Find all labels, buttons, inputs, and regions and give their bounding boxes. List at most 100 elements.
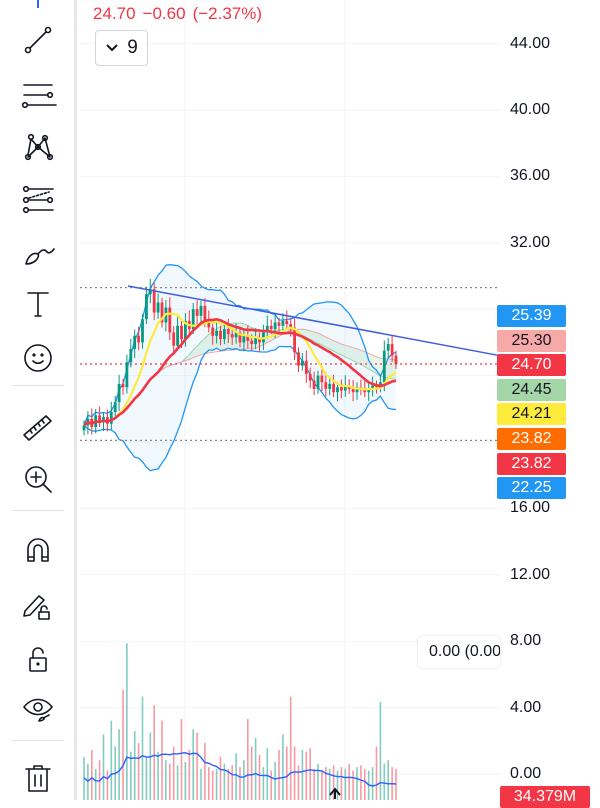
candle-body bbox=[308, 373, 312, 381]
parallel-channel-icon bbox=[21, 84, 57, 109]
tool-trash[interactable] bbox=[18, 758, 58, 798]
volume-bar bbox=[126, 643, 128, 800]
candle-body bbox=[109, 412, 113, 424]
volume-bar bbox=[200, 768, 202, 800]
price-chart[interactable] bbox=[80, 0, 600, 800]
volume-bar bbox=[137, 743, 140, 800]
candle-body bbox=[180, 325, 183, 340]
volume-bar bbox=[122, 689, 124, 800]
candle-body bbox=[117, 383, 121, 403]
candle-body bbox=[191, 309, 195, 330]
price-tick: 16.00 bbox=[510, 499, 551, 517]
tool-trend-line[interactable] bbox=[18, 20, 58, 60]
candle-body bbox=[215, 330, 218, 336]
candle-body bbox=[211, 327, 215, 336]
drawing-toolbar bbox=[0, 0, 77, 800]
candle-body bbox=[285, 320, 289, 325]
candle-body bbox=[289, 324, 293, 328]
legend-change-pct: (−2.37%) bbox=[192, 4, 263, 23]
volume-bar bbox=[130, 751, 132, 800]
volume-bar bbox=[305, 751, 308, 800]
volume-bar bbox=[348, 763, 350, 800]
volume-bar bbox=[278, 749, 280, 800]
chart-area[interactable] bbox=[80, 0, 600, 800]
tool-xabcd-pattern[interactable] bbox=[18, 127, 58, 167]
toolbar-divider bbox=[12, 740, 64, 741]
volume-bar bbox=[145, 756, 148, 800]
indicator-value-popup: 0.00 (0.00%) bbox=[418, 636, 500, 668]
ma-fast-line bbox=[83, 312, 397, 427]
candle-body bbox=[371, 385, 374, 389]
volume-value: 34.379M bbox=[513, 788, 577, 805]
candle-body bbox=[265, 325, 269, 333]
price-label: 23.82 bbox=[497, 452, 566, 475]
tool-parallel-channel[interactable] bbox=[18, 75, 58, 115]
volume-bar bbox=[188, 749, 191, 800]
volume-bar bbox=[243, 760, 245, 800]
cursor-icon bbox=[329, 787, 341, 799]
candle-body bbox=[172, 332, 176, 346]
candle-body bbox=[390, 344, 394, 356]
volume-bar bbox=[289, 696, 292, 800]
price-tick: 4.00 bbox=[510, 698, 542, 716]
candle-body bbox=[148, 289, 152, 295]
tool-lock[interactable] bbox=[18, 638, 58, 678]
indicators-collapse-button[interactable]: 9 bbox=[95, 30, 148, 66]
volume-bar bbox=[184, 761, 187, 800]
legend-price: 24.70 bbox=[93, 4, 136, 23]
candle-body bbox=[250, 340, 254, 345]
volume-bar bbox=[297, 765, 300, 800]
volume-bar bbox=[247, 718, 249, 800]
volume-bar bbox=[223, 763, 226, 800]
candle-body bbox=[258, 337, 261, 343]
candle-body bbox=[269, 325, 273, 330]
volume-bar bbox=[344, 768, 347, 800]
volume-bar bbox=[352, 770, 354, 800]
candle-body bbox=[367, 388, 371, 393]
indicator-count: 9 bbox=[127, 37, 138, 58]
tool-ruler[interactable] bbox=[18, 407, 58, 447]
xabcd-pattern-icon bbox=[24, 133, 54, 161]
volume-bar bbox=[364, 768, 366, 800]
candle-body bbox=[363, 388, 367, 393]
volume-bar bbox=[301, 749, 304, 800]
volume-bar bbox=[161, 720, 163, 800]
volume-bar bbox=[157, 751, 159, 800]
tool-lock-drawings[interactable] bbox=[18, 584, 58, 624]
zoom-in-icon bbox=[25, 466, 52, 493]
volume-bar bbox=[336, 770, 339, 800]
ma-slow-line bbox=[83, 317, 397, 427]
trend-line-icon bbox=[24, 26, 52, 54]
volume-bar bbox=[387, 760, 389, 800]
candle-body bbox=[242, 335, 246, 343]
tool-text[interactable] bbox=[18, 284, 58, 324]
tool-brush[interactable] bbox=[18, 233, 58, 273]
volume-label: 34.379M bbox=[500, 786, 590, 808]
tool-fib-retracement[interactable] bbox=[18, 180, 58, 220]
candle-body bbox=[152, 289, 156, 313]
volume-bar bbox=[153, 705, 155, 800]
volume-bar bbox=[321, 770, 323, 800]
ruler-icon bbox=[23, 415, 52, 441]
candle-body bbox=[281, 320, 285, 326]
candle-body bbox=[160, 302, 164, 323]
tool-hide-drawings[interactable] bbox=[18, 688, 58, 728]
volume-bar bbox=[371, 767, 374, 800]
candle-body bbox=[184, 320, 187, 340]
tool-zoom-in[interactable] bbox=[18, 459, 58, 499]
volume-bar bbox=[340, 767, 343, 800]
price-tick: 32.00 bbox=[510, 233, 551, 251]
candle-body bbox=[273, 322, 277, 330]
volume-bar bbox=[356, 767, 358, 800]
tool-magnet[interactable] bbox=[18, 530, 58, 570]
volume-bar bbox=[196, 732, 198, 800]
price-tick: 8.00 bbox=[510, 632, 542, 650]
price-label: 24.21 bbox=[497, 403, 566, 426]
volume-ma-line bbox=[83, 752, 397, 787]
candle-body bbox=[301, 360, 304, 366]
volume-bar bbox=[176, 765, 179, 800]
volume-bar bbox=[91, 749, 93, 800]
trend-line bbox=[127, 285, 501, 357]
tool-emoji[interactable] bbox=[18, 338, 58, 378]
candle-body bbox=[219, 330, 222, 340]
